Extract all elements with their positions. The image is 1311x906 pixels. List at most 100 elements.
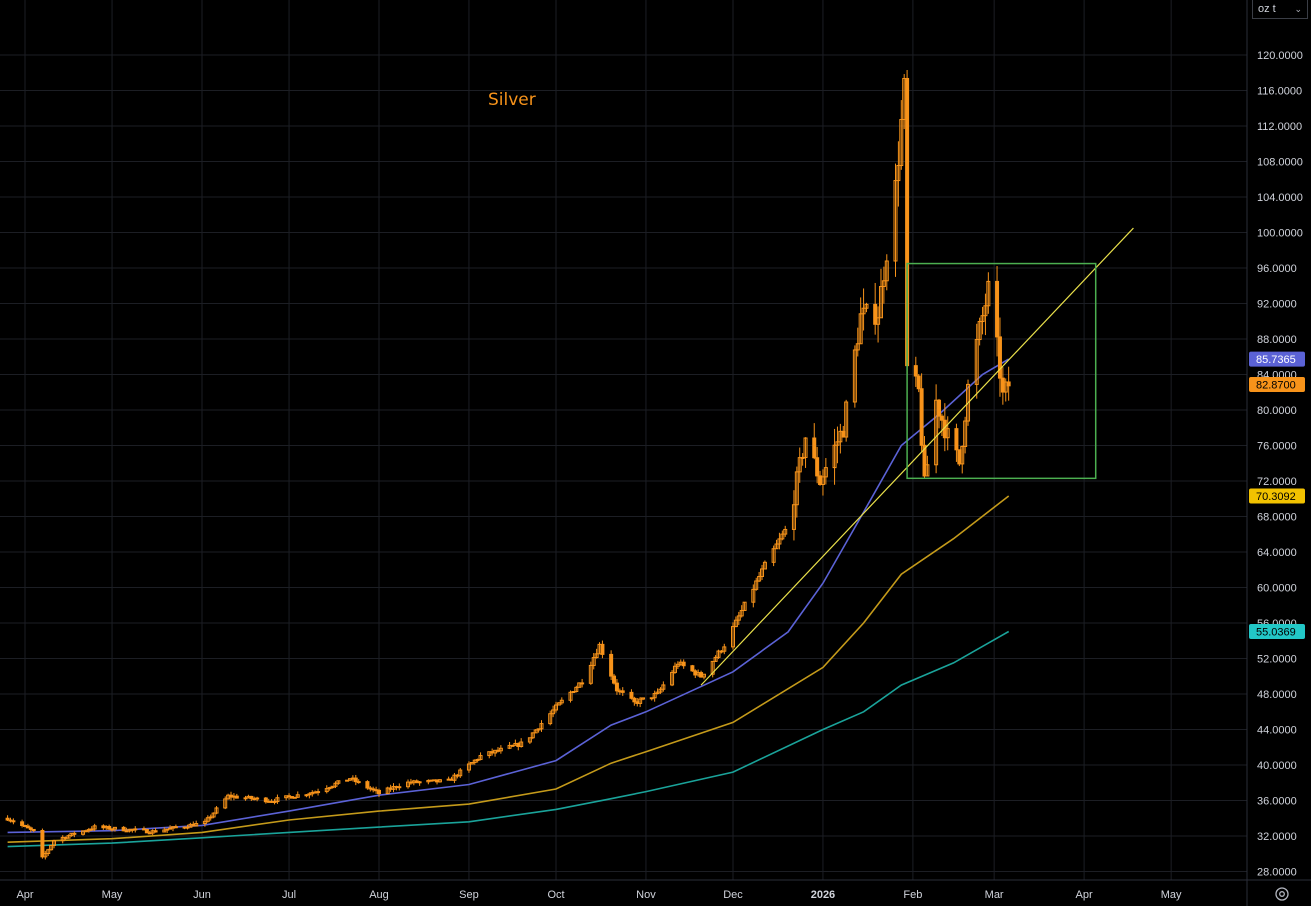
candle <box>983 293 988 336</box>
candle <box>211 812 216 819</box>
candle <box>153 827 158 833</box>
drawings[interactable] <box>700 227 1134 686</box>
price-badge-label: 55.0369 <box>1256 627 1296 639</box>
candle <box>466 761 471 773</box>
candle <box>307 792 312 799</box>
candle <box>716 649 721 659</box>
candle <box>469 761 474 765</box>
candle <box>417 780 422 786</box>
candle <box>110 827 115 832</box>
candle <box>475 758 480 763</box>
candle <box>49 844 54 851</box>
candle <box>214 806 219 815</box>
y-tick-label: 116.0000 <box>1257 86 1302 98</box>
candle <box>40 828 45 859</box>
candle <box>864 302 869 313</box>
candle <box>327 786 332 791</box>
candle <box>794 466 799 518</box>
chart-title: Silver <box>488 90 536 110</box>
candle <box>519 738 524 748</box>
candle <box>899 100 904 170</box>
y-tick-label: 52.0000 <box>1257 654 1297 666</box>
candle <box>922 436 927 479</box>
candle <box>365 780 370 790</box>
x-tick-label: May <box>102 889 123 901</box>
candle <box>858 297 863 345</box>
time-axis[interactable]: Apr May Jun Jul Aug Sep Oct Nov Dec 2026 Feb Mar Apr… <box>16 889 1182 901</box>
candle <box>144 828 149 834</box>
candle <box>945 416 950 451</box>
candle <box>107 824 112 831</box>
range-rectangle[interactable] <box>906 262 1097 480</box>
candle <box>919 373 924 452</box>
candle <box>934 384 939 474</box>
ma-line-0 <box>7 358 1010 834</box>
candle <box>345 779 350 782</box>
candle <box>835 426 840 464</box>
candle <box>234 793 239 799</box>
candle <box>173 824 178 829</box>
y-tick-label: 40.0000 <box>1257 760 1297 772</box>
candle <box>997 317 1002 397</box>
candle <box>168 825 173 830</box>
candle <box>629 689 634 700</box>
candle <box>353 774 358 786</box>
settings-button[interactable] <box>1272 884 1292 904</box>
trendline[interactable] <box>700 227 1134 686</box>
y-tick-label: 80.0000 <box>1257 405 1297 417</box>
candle <box>472 759 477 765</box>
candle <box>873 282 878 335</box>
unit-selector[interactable]: oz t ⌄ <box>1252 0 1308 19</box>
y-tick-label: 120.0000 <box>1257 50 1303 62</box>
y-tick-label: 28.0000 <box>1257 867 1297 879</box>
candle <box>20 819 25 828</box>
candle <box>591 653 596 670</box>
candle <box>614 679 619 695</box>
candle <box>25 823 30 829</box>
candle <box>913 356 918 387</box>
candle <box>46 848 51 856</box>
candle <box>815 446 820 484</box>
candle <box>896 141 901 207</box>
candle <box>876 306 881 343</box>
candle <box>675 661 680 669</box>
candle <box>324 785 329 794</box>
price-badge: 82.8700 <box>1249 377 1305 393</box>
candle <box>925 455 930 477</box>
candle <box>498 745 503 754</box>
y-tick-label: 36.0000 <box>1257 796 1297 808</box>
candle <box>530 732 535 740</box>
y-tick-label: 100.0000 <box>1257 228 1303 240</box>
candle <box>205 815 210 823</box>
x-tick-label: Nov <box>636 889 656 901</box>
candle <box>1003 378 1008 402</box>
candle <box>960 445 965 474</box>
candle <box>263 796 268 804</box>
candle <box>774 539 779 550</box>
candle <box>754 577 759 591</box>
candle <box>594 648 599 659</box>
candle <box>954 423 959 462</box>
y-tick-label: 96.0000 <box>1257 263 1297 275</box>
candle <box>458 767 463 778</box>
candle <box>672 662 677 674</box>
candle <box>823 458 828 485</box>
y-tick-label: 104.0000 <box>1257 192 1303 204</box>
candle <box>701 673 706 680</box>
candle <box>771 545 776 567</box>
candle <box>580 678 585 688</box>
candle <box>397 783 402 791</box>
price-axis[interactable]: 28.0000 32.0000 36.0000 40.0000 44.0000 48.00… <box>1257 50 1303 879</box>
candle <box>559 697 564 705</box>
candle <box>536 728 541 733</box>
candle <box>722 643 727 655</box>
candle <box>690 664 695 672</box>
price-badge: 85.7365 <box>1249 351 1305 367</box>
candle <box>937 398 942 429</box>
candle <box>92 823 97 832</box>
candle <box>838 423 843 454</box>
candle <box>731 622 735 650</box>
y-tick-label: 72.0000 <box>1257 476 1297 488</box>
candle <box>751 584 756 608</box>
